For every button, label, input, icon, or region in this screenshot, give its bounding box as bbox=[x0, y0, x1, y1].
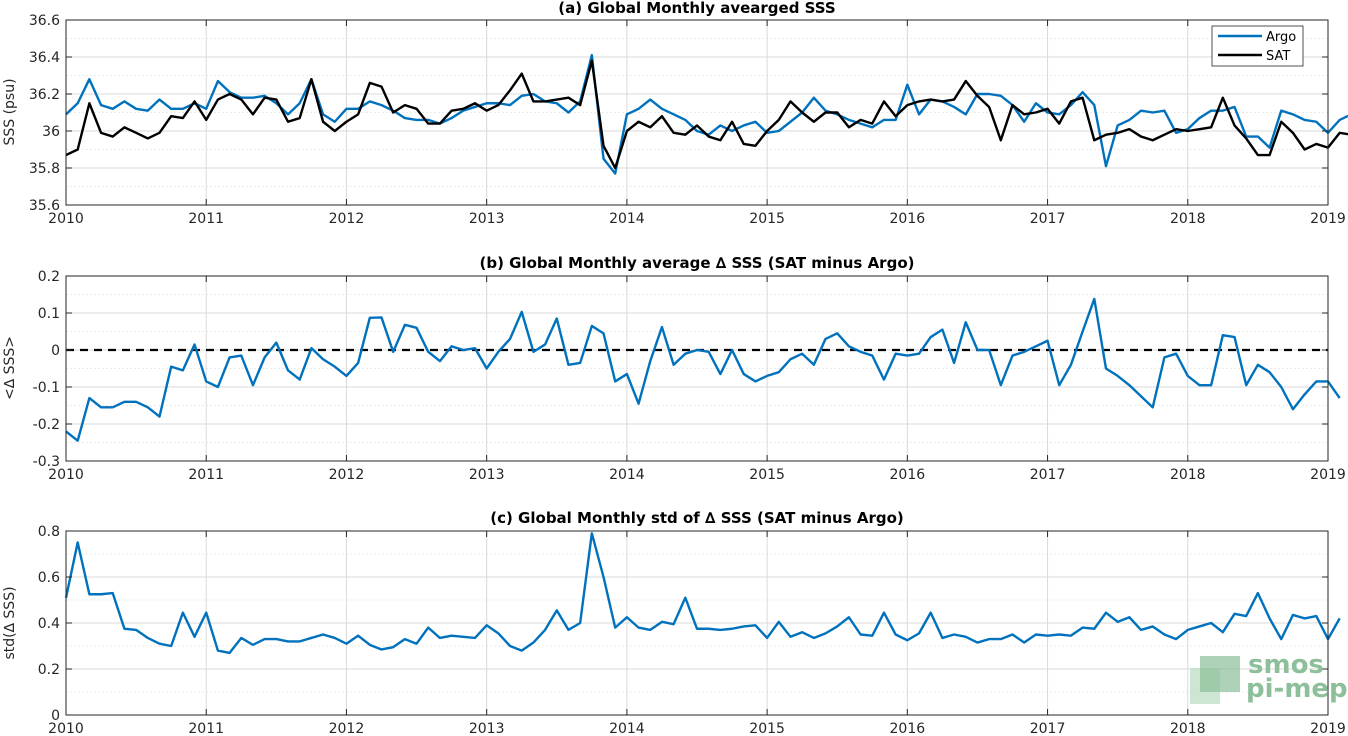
x-tick-label: 2015 bbox=[749, 211, 785, 227]
panel-b-grid bbox=[65, 275, 1329, 462]
y-tick-label: -0.1 bbox=[33, 380, 60, 396]
x-tick-label: 2016 bbox=[890, 211, 926, 227]
x-tick-label: 2017 bbox=[1030, 211, 1066, 227]
panel-b-ticks: 2010 2011 2012 2013 2014 2015 2016 2017 2018 2019… bbox=[33, 269, 1346, 483]
y-tick-label: 0.2 bbox=[38, 662, 60, 678]
x-tick-label: 2010 bbox=[48, 211, 84, 227]
panel-c-grid bbox=[65, 530, 1329, 716]
y-tick-label: -0.3 bbox=[33, 454, 60, 470]
y-tick-label: 36.6 bbox=[29, 13, 60, 29]
panel-a-lines bbox=[65, 53, 1348, 175]
panel-c-ticks: 2010 2011 2012 2013 2014 2015 2016 2017 2018 2019… bbox=[38, 524, 1346, 736]
x-tick-label: 2013 bbox=[469, 721, 505, 736]
smos-pi-mep-logo: smos pi-mep bbox=[1190, 650, 1348, 704]
panel-a-ylabel: SSS (psu) bbox=[2, 78, 18, 145]
series-line-delta-c bbox=[64, 532, 1341, 655]
x-tick-label: 2014 bbox=[609, 721, 645, 736]
x-tick-label: 2019 bbox=[1310, 721, 1346, 736]
x-tick-label: 2011 bbox=[188, 721, 224, 736]
panel-a-axes-box bbox=[65, 19, 1329, 206]
panel-c-title: (c) Global Monthly std of ∆ SSS (SAT min… bbox=[490, 509, 904, 527]
x-tick-label: 2014 bbox=[609, 211, 645, 227]
logo-line1: smos bbox=[1248, 650, 1324, 680]
x-tick-label: 2018 bbox=[1170, 211, 1206, 227]
panel-b-lines bbox=[65, 297, 1341, 442]
x-tick-label: 2017 bbox=[1030, 721, 1066, 736]
y-tick-label: 35.8 bbox=[29, 161, 60, 177]
y-tick-label: -0.2 bbox=[33, 417, 60, 433]
x-tick-label: 2018 bbox=[1170, 467, 1206, 483]
panel-b-title: (b) Global Monthly average ∆ SSS (SAT mi… bbox=[480, 254, 915, 272]
y-tick-label: 0 bbox=[51, 708, 60, 724]
x-tick-label: 2019 bbox=[1310, 211, 1346, 227]
x-tick-label: 2013 bbox=[469, 467, 505, 483]
y-tick-label: 36 bbox=[42, 124, 60, 140]
logo-line2: pi-mep bbox=[1246, 674, 1348, 704]
x-tick-label: 2018 bbox=[1170, 721, 1206, 736]
x-tick-label: 2012 bbox=[329, 467, 365, 483]
y-tick-label: 36.2 bbox=[29, 87, 60, 103]
legend-argo-label: Argo bbox=[1266, 30, 1296, 45]
series-line-delta-b bbox=[65, 297, 1341, 442]
x-tick-label: 2017 bbox=[1030, 467, 1066, 483]
y-tick-label: 0.8 bbox=[38, 524, 60, 540]
series-line-argo bbox=[65, 53, 1348, 175]
panel-a-ticks: 2010 2011 2012 2013 2014 2015 2016 2017 2018 2019… bbox=[29, 13, 1346, 227]
panel-c-lines bbox=[64, 532, 1341, 655]
x-tick-label: 2012 bbox=[329, 721, 365, 736]
x-tick-label: 2011 bbox=[188, 211, 224, 227]
legend-sat-label: SAT bbox=[1266, 49, 1290, 64]
panel-c: (c) Global Monthly std of ∆ SSS (SAT min… bbox=[2, 509, 1346, 736]
y-tick-label: 0.2 bbox=[38, 269, 60, 285]
x-tick-label: 2013 bbox=[469, 211, 505, 227]
legend: Argo SAT bbox=[1211, 25, 1304, 67]
x-tick-label: 2016 bbox=[890, 721, 926, 736]
panel-a-title: (a) Global Monthly avearged SSS bbox=[558, 0, 835, 17]
panel-b-axes-box bbox=[65, 275, 1329, 462]
y-tick-label: 0.4 bbox=[38, 616, 60, 632]
legend-box bbox=[1211, 25, 1304, 67]
y-tick-label: 0 bbox=[51, 343, 60, 359]
x-tick-label: 2015 bbox=[749, 467, 785, 483]
series-line-sat bbox=[65, 59, 1348, 170]
y-tick-label: 36.4 bbox=[29, 50, 60, 66]
logo-wave-icon-2 bbox=[1200, 656, 1240, 692]
y-tick-label: 0.1 bbox=[38, 306, 60, 322]
x-tick-label: 2010 bbox=[48, 721, 84, 736]
panel-a: (a) Global Monthly avearged SSS 2010 2011… bbox=[2, 0, 1348, 227]
panel-c-ylabel: std(∆ SSS) bbox=[2, 586, 18, 659]
x-tick-label: 2012 bbox=[329, 211, 365, 227]
x-tick-label: 2011 bbox=[188, 467, 224, 483]
y-tick-label: 35.6 bbox=[29, 198, 60, 214]
x-tick-label: 2019 bbox=[1310, 467, 1346, 483]
x-tick-label: 2010 bbox=[48, 467, 84, 483]
x-tick-label: 2016 bbox=[890, 467, 926, 483]
y-tick-label: 0.6 bbox=[38, 570, 60, 586]
x-tick-label: 2015 bbox=[749, 721, 785, 736]
x-tick-label: 2014 bbox=[609, 467, 645, 483]
panel-b-ylabel: <∆ SSS> bbox=[2, 336, 18, 400]
panel-b: (b) Global Monthly average ∆ SSS (SAT mi… bbox=[2, 254, 1346, 483]
